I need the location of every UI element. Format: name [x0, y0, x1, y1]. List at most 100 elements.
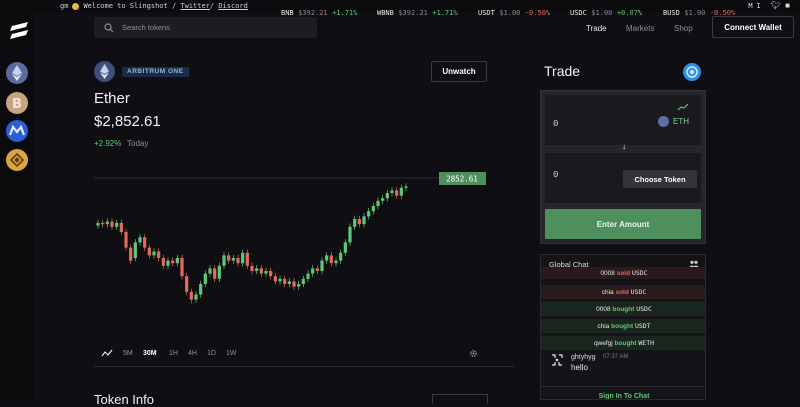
ticker-change: -0.50%	[524, 9, 551, 17]
candle	[147, 247, 151, 256]
candle	[124, 232, 128, 248]
candle	[273, 276, 277, 282]
search-input[interactable]	[122, 23, 292, 32]
enter-amount-button[interactable]: Enter Amount	[545, 209, 701, 239]
timeframe-1h[interactable]: 1H	[169, 350, 178, 357]
price-chart-icon[interactable]	[677, 102, 689, 112]
to-token-row[interactable]: 0 Choose Token	[545, 153, 701, 203]
chat-title: Global Chat	[549, 260, 589, 269]
candle	[180, 258, 184, 277]
candle	[329, 255, 333, 264]
polygon-icon[interactable]	[6, 120, 28, 142]
slippage-settings-icon[interactable]	[683, 63, 701, 81]
candle	[283, 278, 287, 284]
candle	[343, 242, 347, 253]
discord-icon[interactable]: ■	[785, 1, 794, 10]
chat-message-text: hello	[571, 363, 588, 372]
candle	[101, 222, 105, 225]
candle	[213, 268, 217, 279]
candle	[110, 221, 114, 227]
trade-box: 0 ETH ↓ 0 Choose Token Enter Amount	[540, 90, 706, 244]
nav-markets[interactable]: Markets	[626, 24, 655, 33]
chat-trade-user: 0008	[596, 306, 611, 313]
ticker-item-usdc: USDC $1.00 +0.07%	[570, 2, 642, 20]
from-token-row[interactable]: 0 ETH	[545, 95, 701, 145]
section-button[interactable]	[432, 394, 488, 404]
ticker-price: $1.00	[684, 9, 706, 17]
ticker-change: +0.07%	[616, 9, 643, 17]
candle	[157, 251, 161, 258]
network-badge: ARBITRUM ONE	[122, 67, 189, 77]
ticker-separator: /	[209, 2, 215, 10]
chat-trade-row: 0008 bought USDC	[541, 302, 705, 316]
candle	[241, 252, 245, 264]
candle	[264, 271, 268, 274]
timeframe-1d[interactable]: 1D	[207, 350, 216, 357]
token-name: Ether	[94, 90, 130, 107]
chart-type-icon[interactable]	[101, 349, 113, 358]
sign-in-to-chat-button[interactable]: Sign In To Chat	[541, 386, 705, 399]
candle	[203, 273, 207, 284]
nav-shop[interactable]: Shop	[674, 24, 693, 33]
search-box[interactable]	[94, 17, 317, 38]
twitter-icon[interactable]: 🐦︎	[771, 1, 786, 10]
candle	[161, 258, 165, 266]
candle	[227, 255, 231, 261]
from-token-selector[interactable]: ETH	[658, 116, 689, 127]
candle	[297, 284, 301, 287]
ticker-price: $392.21	[398, 9, 428, 17]
trade-title: Trade	[544, 63, 581, 79]
ticker-symbol: BNB	[281, 9, 294, 17]
ticker-change: -0.50%	[709, 9, 736, 17]
bnb-icon[interactable]	[6, 149, 28, 171]
candle	[208, 268, 212, 274]
last-price-label: 2852.61	[446, 175, 478, 184]
candle	[259, 268, 263, 274]
ethereum-icon[interactable]	[6, 62, 28, 84]
candle	[278, 278, 282, 282]
gear-icon[interactable]	[469, 349, 478, 358]
avatar	[552, 354, 563, 366]
price-chart[interactable]: 2852.61	[94, 168, 514, 338]
candle	[217, 265, 221, 279]
from-amount[interactable]: 0	[553, 119, 559, 129]
ticker-greeting: gm	[60, 2, 69, 10]
bitcoin-icon[interactable]: B	[6, 92, 28, 114]
chat-trade-row: 0008 sold USDC	[541, 267, 705, 279]
choose-token-button[interactable]: Choose Token	[623, 170, 697, 188]
chat-trade-user: qwefgj	[593, 340, 613, 347]
candle	[105, 221, 109, 225]
connect-wallet-button[interactable]: Connect Wallet	[712, 16, 794, 38]
chat-trade-action: sold	[616, 270, 631, 277]
ticker-welcome: Welcome to Slingshot	[83, 2, 168, 10]
ticker-bar: gm Welcome to Slingshot / Twitter / Disco…	[0, 0, 800, 12]
to-amount[interactable]: 0	[553, 170, 559, 180]
chat-trade-user: 0008	[600, 270, 615, 277]
candle	[348, 226, 352, 243]
candle	[166, 260, 170, 266]
ticker-item-wbnb: WBNB $392.21 +1.71%	[377, 2, 458, 20]
candle	[376, 200, 380, 206]
candle	[390, 190, 394, 193]
discord-link[interactable]: Discord	[218, 2, 248, 10]
chat-trade-action: bought	[614, 340, 637, 347]
candle	[250, 265, 254, 271]
candle	[357, 219, 361, 225]
timeframe-1w[interactable]: 1W	[226, 350, 237, 357]
candle	[399, 187, 403, 196]
slingshot-logo-icon[interactable]	[8, 20, 30, 40]
timeframe-5m[interactable]: 5M	[123, 350, 133, 357]
candles-group	[96, 183, 408, 303]
timeframe-4h[interactable]: 4H	[188, 350, 197, 357]
timeframe-30m[interactable]: 30M	[143, 350, 157, 357]
ticker-separator: /	[171, 2, 177, 10]
ticker-price: $392.21	[298, 9, 328, 17]
candle	[133, 242, 137, 258]
swap-direction-icon[interactable]: ↓	[622, 142, 626, 151]
candle	[115, 222, 119, 227]
nav-trade[interactable]: Trade	[586, 24, 607, 33]
twitter-link[interactable]: Twitter	[180, 2, 210, 10]
candle	[381, 198, 385, 201]
unwatch-button[interactable]: Unwatch	[431, 61, 487, 82]
candle	[311, 268, 315, 274]
